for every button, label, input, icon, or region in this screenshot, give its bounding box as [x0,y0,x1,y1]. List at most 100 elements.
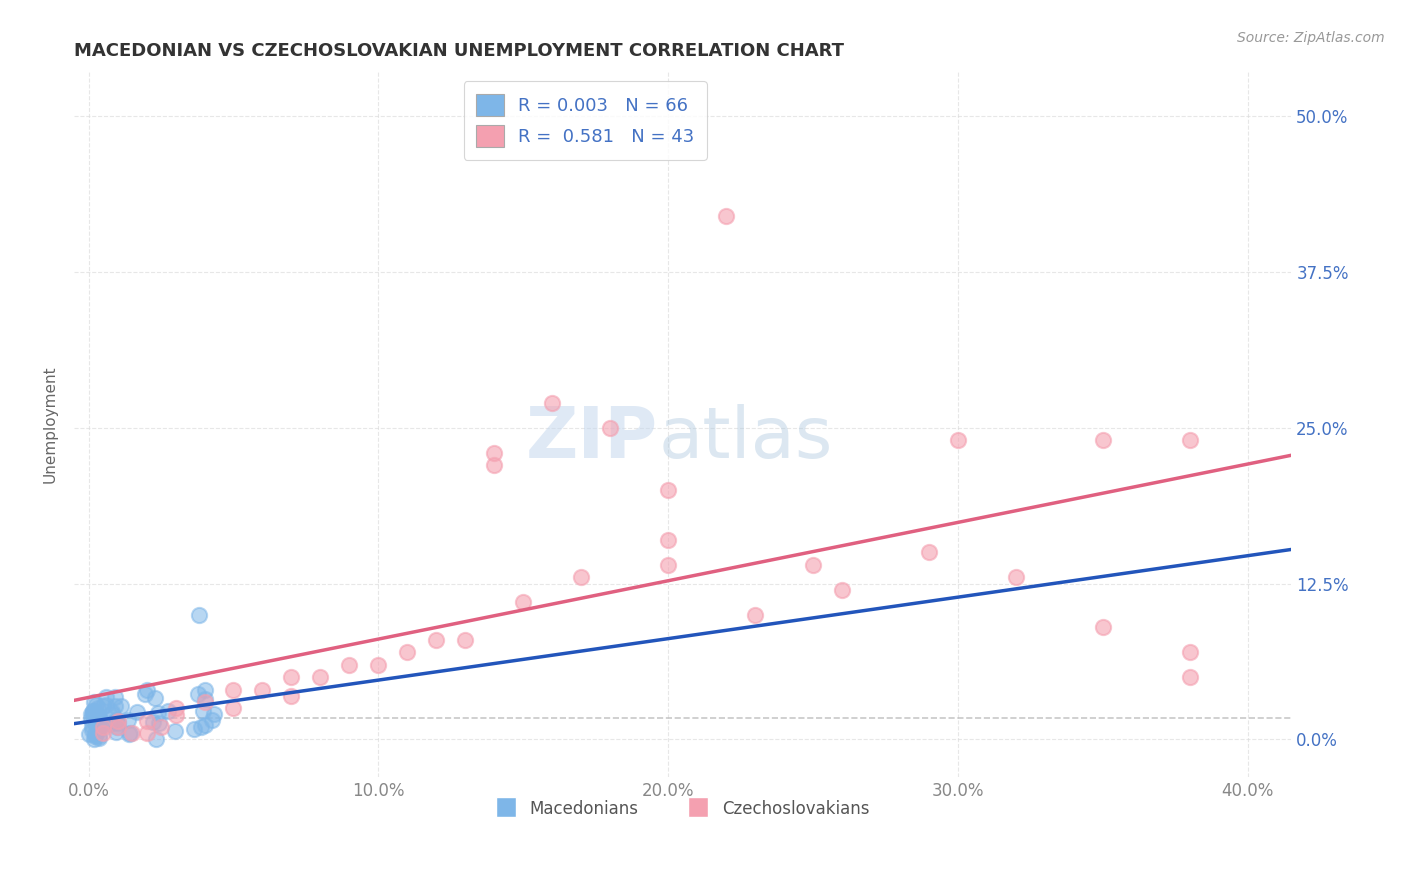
Point [801,558,824,572]
Point [194,692,217,706]
Point [82,704,104,718]
Point [599,421,621,435]
Point [84,706,107,720]
Point [831,582,853,597]
Point [118,727,141,741]
Point [105,721,128,735]
Point [104,713,127,727]
Point [87,730,110,744]
Point [946,434,969,448]
Point [87,701,110,715]
Point [744,607,766,622]
Point [82,704,104,718]
Point [425,632,447,647]
Point [569,570,592,584]
Point [86,725,108,739]
Point [127,705,149,719]
Point [1091,434,1114,448]
Text: MACEDONIAN VS CZECHOSLOVAKIAN UNEMPLOYMENT CORRELATION CHART: MACEDONIAN VS CZECHOSLOVAKIAN UNEMPLOYME… [75,42,844,60]
Point [454,632,477,647]
Point [117,713,139,727]
Point [98,716,121,731]
Point [84,726,107,740]
Point [202,706,225,721]
Point [80,719,103,733]
Text: atlas: atlas [658,404,832,474]
Point [86,721,108,735]
Point [142,714,165,729]
Point [110,699,132,714]
Point [1178,645,1201,659]
Point [484,446,506,460]
Point [194,683,217,698]
Point [87,731,110,745]
Point [1178,670,1201,684]
Point [396,645,419,659]
Point [104,715,127,730]
Point [484,458,506,472]
Legend: Macedonians, Czechoslovakians: Macedonians, Czechoslovakians [489,793,876,825]
Point [191,704,214,718]
Point [83,729,105,743]
Point [91,720,114,734]
Point [83,710,105,724]
Point [541,396,564,410]
Point [165,701,187,715]
Text: ZIP: ZIP [526,404,658,474]
Point [104,725,127,739]
Point [148,715,170,730]
Point [1091,620,1114,634]
Point [80,712,103,726]
Point [135,726,157,740]
Point [94,698,117,712]
Point [1178,434,1201,448]
Point [252,682,274,697]
Point [280,689,302,703]
Point [222,701,245,715]
Point [107,716,129,731]
Point [107,714,129,728]
Point [183,722,205,736]
Point [187,688,209,702]
Point [657,483,679,497]
Point [104,690,127,704]
Point [150,720,173,734]
Point [101,705,124,719]
Point [87,709,110,723]
Point [104,699,127,714]
Point [84,698,107,712]
Point [367,657,389,672]
Text: Source: ZipAtlas.com: Source: ZipAtlas.com [1237,31,1385,45]
Point [107,720,129,734]
Point [136,683,159,698]
Point [512,595,534,609]
Point [120,726,142,740]
Point [187,607,209,622]
Point [163,723,186,738]
Point [165,707,187,722]
Point [201,713,224,727]
Point [222,682,245,697]
Point [91,726,114,740]
Point [280,670,302,684]
Point [193,695,215,709]
Point [83,731,105,746]
Point [148,706,170,721]
Point [156,704,179,718]
Point [84,718,107,732]
Point [134,687,156,701]
Point [657,558,679,572]
Point [87,710,110,724]
Point [714,209,737,223]
Point [309,670,332,684]
Point [87,717,110,731]
Point [918,545,941,559]
Point [121,726,143,740]
Y-axis label: Unemployment: Unemployment [44,366,58,483]
Point [90,719,112,733]
Point [89,721,111,735]
Point [101,706,124,721]
Point [135,714,157,728]
Point [145,732,167,747]
Point [339,657,361,672]
